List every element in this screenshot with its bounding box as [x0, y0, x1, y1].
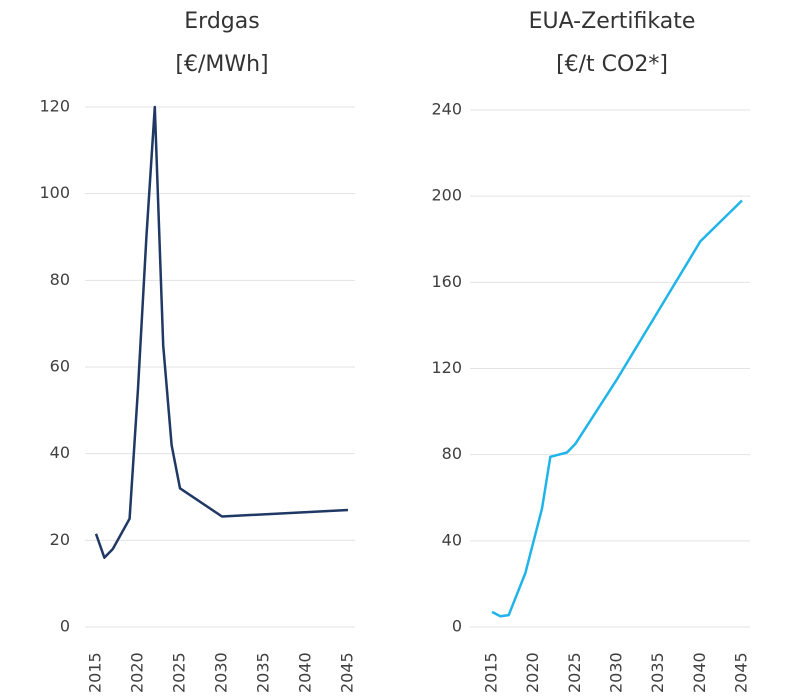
x-tick-label: 2045: [338, 652, 357, 693]
x-tick-label: 2020: [128, 652, 147, 693]
x-tick-label: 2040: [690, 652, 709, 693]
y-tick-label: 40: [442, 530, 462, 549]
chart-title: EUA-Zertifikate: [529, 9, 696, 34]
x-tick-label: 2030: [607, 652, 626, 693]
x-tick-label: 2040: [296, 652, 315, 693]
y-tick-label: 80: [442, 444, 462, 463]
y-tick-label: 100: [39, 183, 70, 202]
chart-subtitle: [€/t CO2*]: [556, 52, 668, 77]
y-tick-label: 120: [431, 358, 462, 377]
y-tick-label: 80: [50, 270, 70, 289]
data-line: [94, 105, 349, 559]
x-tick-label: 2030: [212, 652, 231, 693]
x-tick-label: 2035: [648, 652, 667, 693]
x-tick-label: 2020: [523, 652, 542, 693]
data-line: [491, 199, 743, 618]
x-tick-label: 2025: [565, 652, 584, 693]
x-tick-label: 2045: [732, 652, 751, 693]
y-tick-label: 0: [452, 617, 462, 636]
y-tick-label: 20: [50, 530, 70, 549]
x-tick-label: 2015: [482, 652, 501, 693]
y-tick-label: 120: [39, 97, 70, 116]
x-tick-label: 2015: [86, 652, 105, 693]
x-tick-label: 2025: [170, 652, 189, 693]
chart-title: Erdgas: [184, 9, 259, 34]
chart-subtitle: [€/MWh]: [175, 52, 268, 77]
y-tick-label: 160: [431, 272, 462, 291]
y-tick-label: 60: [50, 357, 70, 376]
y-tick-label: 240: [431, 100, 462, 119]
y-tick-label: 200: [431, 186, 462, 205]
x-tick-label: 2035: [254, 652, 273, 693]
y-tick-label: 40: [50, 443, 70, 462]
y-tick-label: 0: [60, 617, 70, 636]
